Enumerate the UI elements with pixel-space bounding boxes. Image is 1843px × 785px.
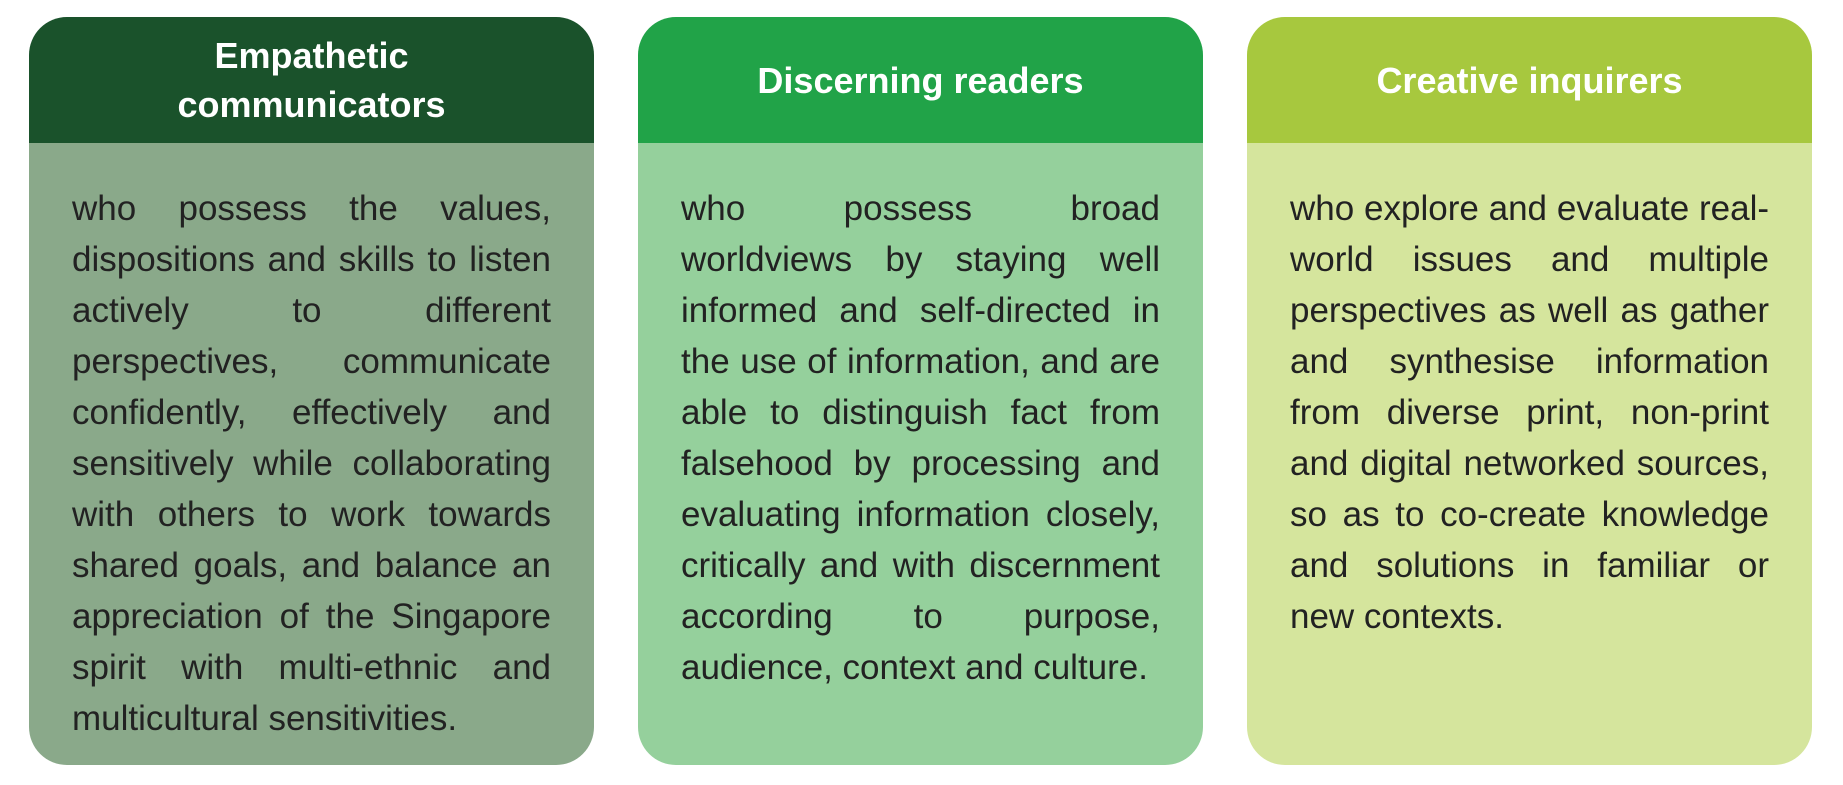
card-creative-inquirers: Creative inquirers who explore and evalu… — [1247, 17, 1812, 765]
card-description-panel: who possess broad worldviews by staying … — [638, 143, 1203, 765]
card-description-panel: who possess the values, dispositions and… — [29, 143, 594, 765]
card-title-line: Creative inquirers — [1376, 59, 1683, 101]
card-description-panel: who explore and evaluate real-world issu… — [1247, 143, 1812, 765]
card-title-line: communicators — [177, 84, 446, 125]
card-description: who possess broad worldviews by staying … — [681, 189, 1160, 687]
card-description: who possess the values, dispositions and… — [72, 189, 551, 738]
card-discerning-readers: Discerning readers who possess broad wor… — [638, 17, 1203, 765]
card-title-line: Discerning readers — [757, 59, 1084, 101]
card-title: Discerning readers — [638, 17, 1203, 143]
card-title-line: Empathetic — [214, 35, 409, 76]
card-title: Empathetic communicators — [29, 17, 594, 143]
card-title: Creative inquirers — [1247, 17, 1812, 143]
card-description: who explore and evaluate real-world issu… — [1290, 189, 1769, 636]
card-empathetic-communicators: Empathetic communicators who possess the… — [29, 17, 594, 765]
